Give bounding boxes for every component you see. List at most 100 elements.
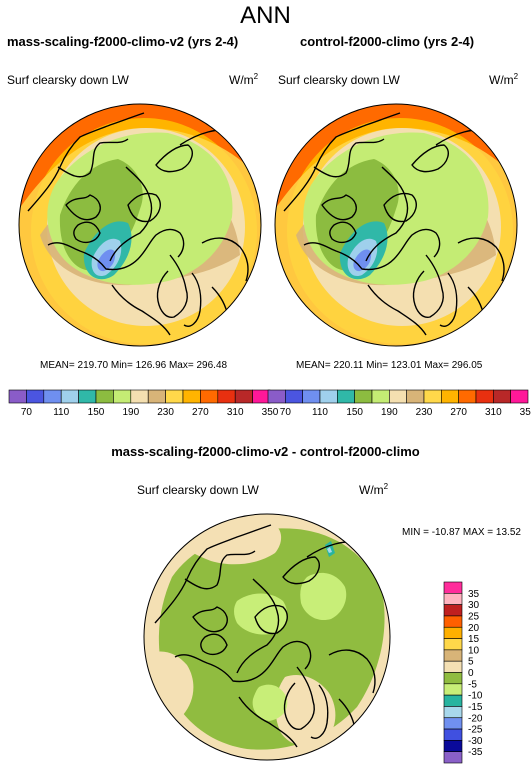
difference-colorbar-label: 20 [468,623,480,634]
difference-colorbar-label: -35 [468,747,483,758]
difference-colorbar-swatch [443,706,463,719]
difference-colorbar-swatch [443,604,463,617]
right-colorbar-swatch [389,389,407,404]
difference-colorbar-label: 5 [468,657,474,668]
right-panel-variable: Surf clearsky down LW [278,73,400,87]
left-colorbar-swatch [26,389,45,404]
right-colorbar-swatch [510,389,529,404]
left-colorbar-swatch [234,389,253,404]
difference-panel-variable: Surf clearsky down LW [137,483,259,497]
difference-colorbar-swatch [443,649,463,662]
difference-colorbar-swatch [443,581,463,594]
right-colorbar: 70 110 150 190 230 270 310 350 [267,389,531,418]
difference-colorbar-swatch [443,626,463,639]
left-colorbar-label: 310 [227,407,244,418]
difference-colorbar-swatch [443,593,463,605]
right-colorbar-label: 190 [381,407,398,418]
difference-map-border [143,513,391,761]
left-colorbar-label: 350 [262,407,279,418]
left-panel-units: W/m2 [229,72,259,87]
difference-colorbar-swatch [443,683,463,696]
difference-colorbar-label: -10 [468,691,483,702]
difference-colorbar-label: -5 [468,679,477,690]
right-panel-case-title: control-f2000-climo (yrs 2-4) [300,34,475,49]
right-panel-stats: MEAN= 220.11 Min= 123.01 Max= 296.05 [296,360,483,371]
left-colorbar-swatch [95,389,114,404]
difference-colorbar-label: -25 [468,725,483,736]
left-colorbar-swatch [182,389,201,404]
left-map-field [19,104,261,346]
difference-colorbar-label: -20 [468,713,483,724]
right-colorbar-label: 150 [346,407,363,418]
difference-panel-title: mass-scaling-f2000-climo-v2 - control-f2… [111,444,420,459]
right-colorbar-swatch [371,389,390,404]
difference-colorbar-label: 0 [468,668,474,679]
right-colorbar-swatch [285,389,303,404]
left-colorbar-swatch [165,389,184,404]
right-colorbar-swatch [354,389,373,404]
right-colorbar-swatch [475,389,494,404]
right-map-field [275,104,517,346]
right-colorbar-swatch [493,389,511,404]
right-colorbar-swatch [302,389,321,404]
right-colorbar-swatch [423,389,442,404]
left-colorbar-swatch [43,389,62,404]
left-colorbar-swatch [60,389,79,404]
left-colorbar-swatch [78,389,97,404]
difference-colorbar-label: -15 [468,702,483,713]
left-map-border [18,103,262,347]
difference-colorbar-swatch [443,694,463,707]
right-colorbar-label: 310 [485,407,502,418]
right-colorbar-label: 70 [280,407,292,418]
right-colorbar-swatch [267,389,286,404]
right-colorbar-swatch [337,389,355,404]
left-colorbar-label: 190 [122,407,139,418]
left-colorbar-swatch [8,389,27,404]
difference-colorbar-swatch [443,638,463,651]
difference-colorbar-swatch [443,751,463,764]
right-colorbar-swatch [319,389,338,404]
left-colorbar-swatch [217,389,236,404]
difference-colorbar-label: 35 [468,589,480,600]
difference-map-field [144,514,390,760]
difference-panel-minmax: MIN = -10.87 MAX = 13.52 [402,527,521,538]
difference-colorbar-swatch [443,728,463,741]
right-panel-units: W/m2 [489,72,519,87]
difference-colorbar-label: 15 [468,634,480,645]
difference-colorbar-label: 30 [468,600,480,611]
difference-colorbar-swatch [443,672,463,685]
difference-colorbar-swatch [443,660,463,673]
left-colorbar-label: 270 [192,407,209,418]
difference-colorbar-label: 10 [468,645,480,656]
left-colorbar-swatch [252,389,271,404]
difference-panel-units: W/m2 [359,482,389,497]
left-colorbar-swatch [147,389,166,404]
difference-colorbar-swatch [443,615,463,628]
left-colorbar-swatch [200,389,219,404]
right-colorbar-swatch [458,389,477,404]
left-colorbar-label: 230 [157,407,174,418]
right-colorbar-label: 230 [416,407,433,418]
right-colorbar-label: 110 [312,407,328,418]
left-panel-case-title: mass-scaling-f2000-climo-v2 (yrs 2-4) [7,34,239,49]
difference-colorbar-label: 25 [468,611,480,622]
left-colorbar: 70 110 150 190 230 270 310 350 [8,389,279,418]
right-colorbar-swatch [441,389,459,404]
figure-title: ANN [240,2,291,29]
right-map-border [274,103,518,347]
difference-colorbar-swatch [443,717,463,730]
left-colorbar-label: 150 [88,407,105,418]
left-colorbar-swatch [130,389,149,404]
right-colorbar-label: 270 [450,407,467,418]
right-colorbar-swatch [406,389,425,404]
left-colorbar-label: 70 [21,407,33,418]
left-colorbar-swatch [113,389,132,404]
left-panel-variable: Surf clearsky down LW [7,73,129,87]
difference-colorbar-label: -30 [468,736,483,747]
right-colorbar-label: 350 [520,407,531,418]
left-colorbar-label: 110 [53,407,69,418]
left-panel-stats: MEAN= 219.70 Min= 126.96 Max= 296.48 [40,360,228,371]
difference-colorbar-swatch [443,740,463,752]
